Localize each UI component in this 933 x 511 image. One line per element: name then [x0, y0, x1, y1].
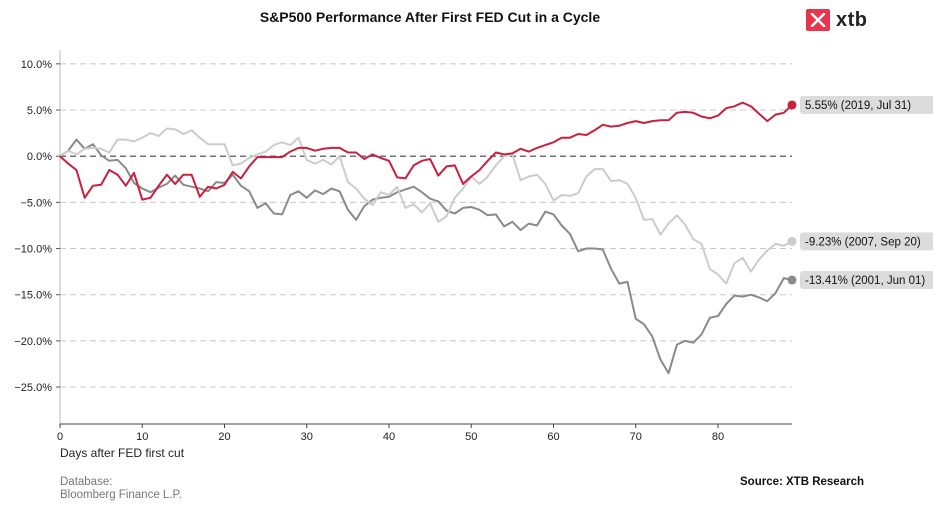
end-labels: 5.55% (2019, Jul 31) -9.23% (2007, Sep 20…	[787, 95, 933, 290]
end-label-box	[800, 271, 933, 290]
series-line	[59, 127, 793, 285]
y-axis-ticks: 10.0% 5.0% 0.0% −5.0% −10.0% −15.0% −20.0% −25.…	[14, 59, 60, 394]
y-tick-label: −10.0%	[14, 244, 52, 256]
x-tick-label: 0	[57, 431, 63, 443]
chart-title: S&P500 Performance After First FED Cut i…	[259, 9, 601, 25]
brand-name: xtb	[836, 8, 868, 31]
x-tick-label: 60	[547, 431, 559, 443]
series-line	[59, 138, 793, 375]
x-tick-label: 70	[630, 431, 642, 443]
axes	[59, 50, 792, 425]
y-tick-label: −20.0%	[14, 336, 52, 348]
end-label-box	[800, 95, 933, 114]
series-lines	[59, 101, 793, 375]
x-tick-label: 50	[465, 431, 477, 443]
series-line	[59, 101, 793, 201]
end-label: -13.41% (2001, Jun 01)	[805, 275, 925, 287]
source-note: Source: XTB Research	[740, 476, 864, 488]
x-tick-label: 30	[301, 431, 313, 443]
end-label-box	[800, 232, 933, 251]
x-axis-label: Days after FED first cut	[60, 446, 185, 460]
series-end-marker	[787, 236, 797, 246]
database-note: Database: Bloomberg Finance L.P.	[60, 476, 182, 502]
xtb-x-icon	[806, 9, 830, 31]
y-tick-label: 5.0%	[27, 105, 52, 117]
series-end-marker	[787, 100, 797, 110]
y-tick-label: −15.0%	[14, 290, 52, 302]
database-value: Bloomberg Finance L.P.	[60, 489, 182, 501]
x-tick-label: 40	[383, 431, 395, 443]
y-tick-label: −5.0%	[21, 197, 53, 209]
brand-logo: xtb	[806, 8, 868, 32]
x-tick-label: 10	[136, 431, 148, 443]
database-label: Database:	[60, 476, 113, 488]
end-label: 5.55% (2019, Jul 31)	[805, 100, 911, 112]
x-tick-label: 80	[712, 431, 724, 443]
end-label: -9.23% (2007, Sep 20)	[805, 236, 921, 248]
y-tick-label: 0.0%	[27, 151, 52, 163]
y-tick-label: −25.0%	[14, 382, 52, 394]
x-tick-label: 20	[218, 431, 230, 443]
grid-lines	[60, 63, 792, 388]
x-axis-ticks: 0 10 20 30 40 50 60 70 80	[57, 424, 724, 443]
y-tick-label: 10.0%	[21, 59, 52, 71]
series-end-marker	[787, 275, 797, 285]
